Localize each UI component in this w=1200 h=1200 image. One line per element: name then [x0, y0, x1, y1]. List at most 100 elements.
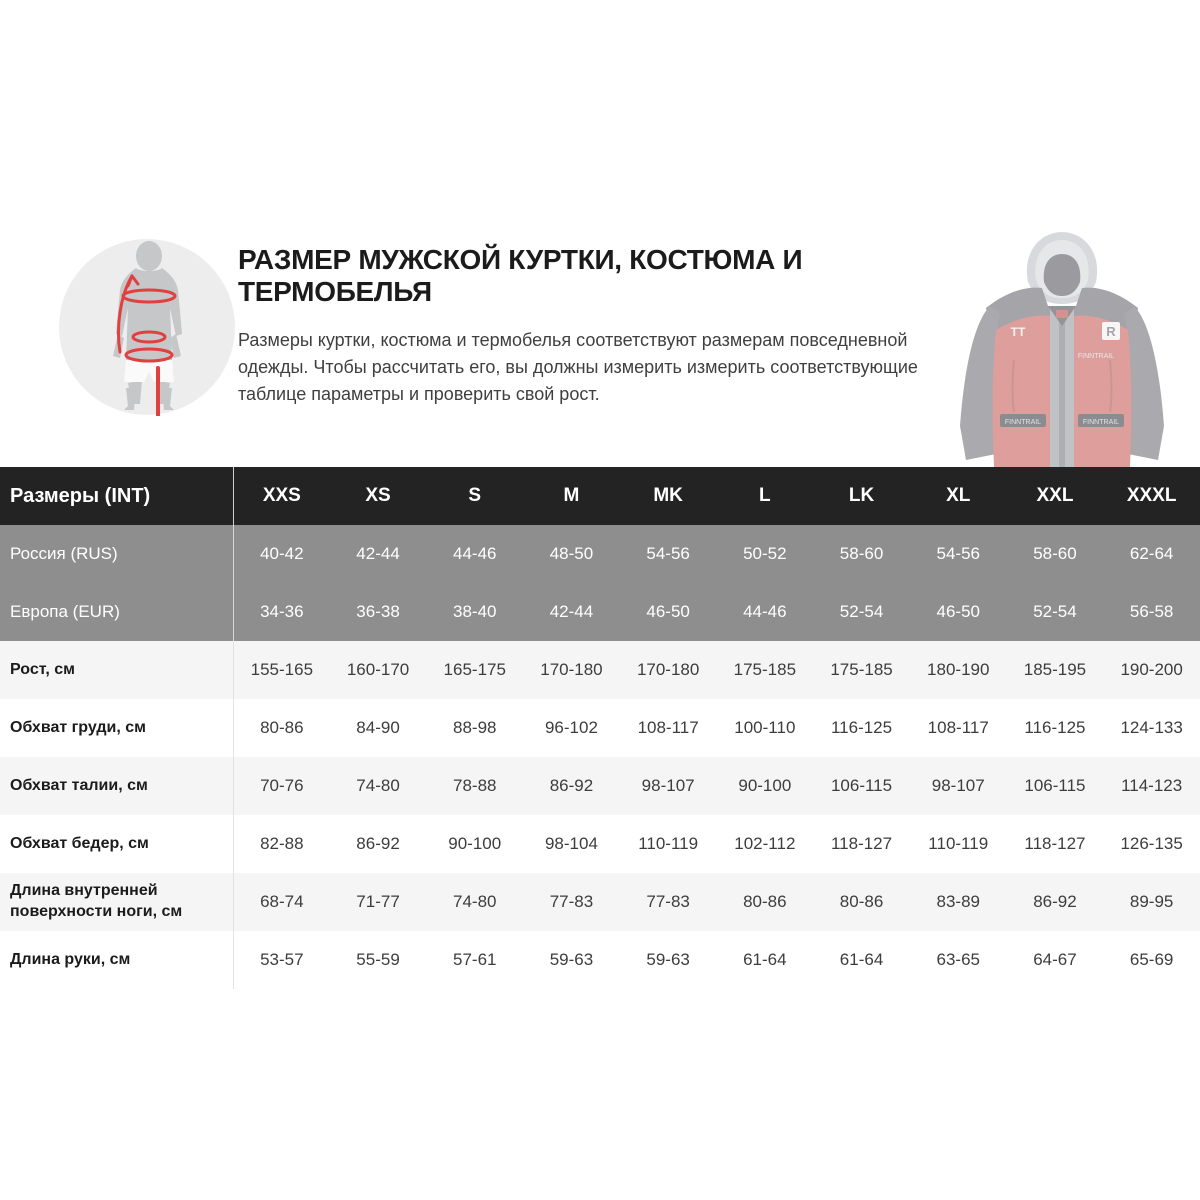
size-value-cell: 180-190 — [927, 660, 990, 679]
size-value-cell: 80-86 — [233, 699, 330, 757]
size-value-cell: 124-133 — [1120, 718, 1183, 737]
size-value-cell: 116-125 — [1024, 718, 1086, 737]
size-value-cell: 58-60 — [839, 544, 884, 563]
row-label: Длина руки, см — [10, 950, 131, 968]
row-label: Длина внутренней поверхности ноги, см — [10, 882, 183, 920]
size-value-cell: 86-92 — [356, 834, 400, 853]
size-value-cell: 77-83 — [549, 892, 594, 911]
size-value-cell: 96-102 — [544, 718, 598, 737]
size-value-cell: 110-119 — [638, 834, 699, 853]
size-value-cell: 82-88 — [233, 815, 330, 873]
size-value-cell: 160-170 — [346, 660, 410, 679]
size-value-cell: 44-46 — [453, 544, 497, 563]
size-column-header: LK — [848, 485, 875, 506]
size-value-cell: 108-117 — [927, 718, 989, 737]
svg-text:FINNTRAIL: FINNTRAIL — [1083, 419, 1119, 426]
size-value-cell: 52-54 — [1033, 602, 1077, 621]
size-value-cell: 65-69 — [1129, 950, 1174, 969]
size-value-cell: 90-100 — [738, 776, 792, 795]
svg-text:TT: TT — [1011, 325, 1026, 339]
table-row: Обхват бедер, см 82-88 86-92 90-100 98-104 11… — [0, 815, 1200, 873]
size-value-cell: 83-89 — [936, 892, 980, 911]
size-value-cell: 77-83 — [646, 892, 690, 911]
table-row: Длина руки, см 53-57 55-59 57-61 59-63 59-63 6… — [0, 931, 1200, 989]
size-value-cell: 59-63 — [549, 950, 594, 969]
size-value-cell: 80-86 — [839, 892, 884, 911]
size-value-cell: 74-80 — [356, 776, 400, 795]
row-label: Европа (EUR) — [10, 602, 120, 621]
size-value-cell: 63-65 — [936, 950, 980, 969]
size-value-cell: 118-127 — [830, 834, 893, 853]
row-label: Обхват груди, см — [10, 718, 146, 736]
size-value-cell: 55-59 — [356, 950, 400, 969]
size-value-cell: 70-76 — [233, 757, 330, 815]
size-value-cell: 46-50 — [936, 602, 980, 621]
size-value-cell: 40-42 — [233, 525, 330, 583]
size-column-header: M — [563, 485, 580, 506]
size-column-header: MK — [653, 485, 683, 506]
size-value-cell: 38-40 — [453, 602, 497, 621]
size-value-cell: 57-61 — [453, 950, 497, 969]
size-column-header: XXXL — [1126, 485, 1177, 506]
size-value-cell: 114-123 — [1121, 776, 1183, 795]
size-value-cell: 126-135 — [1120, 834, 1183, 853]
size-value-cell: 59-63 — [646, 950, 690, 969]
svg-text:FINNTRAIL: FINNTRAIL — [1078, 353, 1114, 360]
size-value-cell: 61-64 — [743, 950, 787, 969]
size-value-cell: 64-67 — [1033, 950, 1077, 969]
size-value-cell: 89-95 — [1129, 892, 1174, 911]
size-value-cell: 175-185 — [733, 660, 797, 679]
size-value-cell: 36-38 — [356, 602, 400, 621]
size-value-cell: 71-77 — [356, 892, 400, 911]
size-column-header: XXS — [233, 467, 330, 525]
row-label: Обхват талии, см — [10, 776, 148, 794]
size-value-cell: 48-50 — [549, 544, 594, 563]
table-row: Европа (EUR) 34-36 36-38 38-40 42-44 46-50 44-… — [0, 583, 1200, 641]
page-title: РАЗМЕР МУЖСКОЙ КУРТКИ, КОСТЮМА И ТЕРМОБЕ… — [238, 244, 803, 308]
svg-text:FINNTRAIL: FINNTRAIL — [1005, 419, 1041, 426]
size-value-cell: 100-110 — [734, 718, 796, 737]
size-value-cell: 62-64 — [1129, 544, 1174, 563]
body-measurement-icon — [59, 239, 235, 416]
size-value-cell: 58-60 — [1033, 544, 1077, 563]
size-value-cell: 80-86 — [743, 892, 787, 911]
table-row: Россия (RUS) 40-42 42-44 44-46 48-50 54-56 50-… — [0, 525, 1200, 583]
page-description: Размеры куртки, костюма и термобелья соо… — [238, 329, 918, 404]
size-value-cell: 108-117 — [637, 718, 699, 737]
table-corner-label: Размеры (INT) — [10, 484, 151, 507]
size-value-cell: 54-56 — [936, 544, 980, 563]
size-value-cell: 175-185 — [830, 660, 893, 679]
size-value-cell: 116-125 — [830, 718, 893, 737]
size-value-cell: 98-107 — [641, 776, 695, 795]
size-value-cell: 110-119 — [928, 834, 989, 853]
size-value-cell: 170-180 — [540, 660, 603, 679]
table-row: Обхват груди, см 80-86 84-90 88-98 96-102 108… — [0, 699, 1200, 757]
size-value-cell: 170-180 — [636, 660, 700, 679]
size-value-cell: 56-58 — [1129, 602, 1174, 621]
size-value-cell: 190-200 — [1120, 660, 1183, 679]
size-column-header: XL — [946, 485, 971, 506]
size-value-cell: 44-46 — [743, 602, 787, 621]
size-value-cell: 106-115 — [830, 776, 893, 795]
size-value-cell: 50-52 — [743, 544, 787, 563]
size-value-cell: 106-115 — [1024, 776, 1086, 795]
size-value-cell: 98-104 — [544, 834, 598, 853]
size-value-cell: 102-112 — [734, 834, 796, 853]
size-column-header: XXL — [1036, 485, 1074, 506]
size-value-cell: 86-92 — [1033, 892, 1077, 911]
size-value-cell: 53-57 — [233, 931, 330, 989]
size-value-cell: 52-54 — [839, 602, 884, 621]
size-column-header: S — [468, 485, 482, 506]
size-chart-table: Размеры (INT) XXS XS S M MK L LK XL XXL XXXL Россия… — [0, 467, 1200, 989]
size-value-cell: 68-74 — [233, 873, 330, 931]
size-value-cell: 78-88 — [453, 776, 497, 795]
svg-text:R: R — [1106, 324, 1116, 339]
size-value-cell: 34-36 — [233, 583, 330, 641]
row-label: Россия (RUS) — [10, 544, 118, 563]
table-row: Обхват талии, см 70-76 74-80 78-88 86-92 98-1… — [0, 757, 1200, 815]
size-column-header: XS — [365, 485, 391, 506]
size-value-cell: 86-92 — [549, 776, 594, 795]
table-row: Длина внутренней поверхности ноги, см 68-… — [0, 873, 1200, 931]
size-value-cell: 42-44 — [549, 602, 594, 621]
